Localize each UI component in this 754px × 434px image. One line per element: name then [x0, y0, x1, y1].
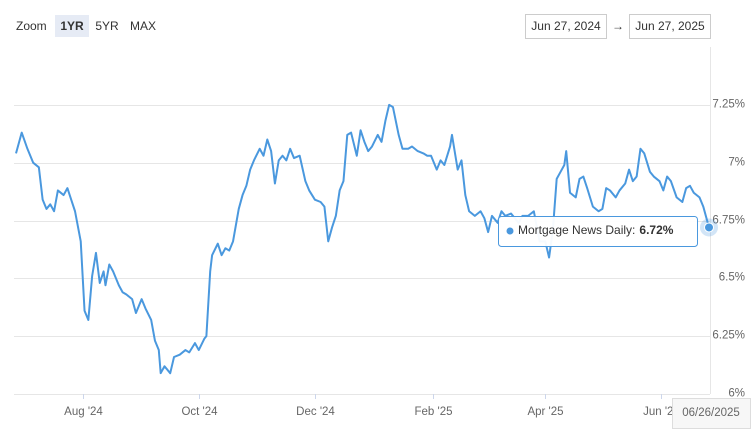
y-tick-label: 6.25%: [712, 330, 745, 342]
y-tick-label: 7%: [728, 157, 745, 169]
x-crosshair-label: 06/26/2025: [672, 398, 751, 429]
range-to[interactable]: Jun 27, 2025: [635, 19, 705, 33]
range-arrow: →: [612, 19, 624, 33]
tooltip-box: [498, 216, 698, 247]
tooltip: Mortgage News Daily: 6.72%: [498, 216, 698, 247]
plot: [15, 103, 718, 375]
tooltip-separator: :: [632, 223, 635, 237]
series-line: [15, 103, 710, 375]
zoom-button-bg[interactable]: [55, 15, 89, 37]
tooltip-text: Mortgage News Daily: 6.72%: [518, 223, 674, 237]
x-tick-label: Jun '25: [643, 406, 680, 418]
x-tick-label: Dec '24: [296, 406, 335, 418]
hover-point: [704, 222, 714, 233]
zoom-label: Zoom: [16, 19, 47, 33]
y-tick-label: 6%: [728, 388, 745, 400]
zoom-button[interactable]: MAX: [130, 19, 156, 33]
range-from[interactable]: Jun 27, 2024: [531, 19, 601, 33]
x-label-text: 06/26/2025: [682, 407, 740, 419]
zoom-button[interactable]: 1YR: [60, 19, 84, 33]
tooltip-bullet: [506, 227, 514, 235]
tooltip-series: Mortgage News Daily: [518, 223, 632, 237]
grid: 6% 6.25% 6.5% 6.75% 7% 7.25% Aug '24 Oct '24 Dec…: [14, 99, 745, 418]
zoom-buttons: 1YR 5YR MAX: [55, 15, 156, 37]
y-tick-label: 7.25%: [712, 99, 745, 111]
x-tick-label: Apr '25: [527, 406, 563, 418]
x-tick-label: Feb '25: [415, 406, 453, 418]
x-label-box: [672, 398, 751, 429]
x-tick-label: Oct '24: [181, 406, 218, 418]
range-from-box[interactable]: [525, 14, 607, 39]
y-tick-label: 6.5%: [719, 272, 745, 284]
y-tick-label: 6.75%: [712, 215, 745, 227]
zoom-button[interactable]: 5YR: [95, 19, 119, 33]
x-tick-label: Aug '24: [64, 406, 103, 418]
tooltip-value: 6.72%: [639, 223, 673, 237]
range-to-box[interactable]: [629, 14, 711, 39]
